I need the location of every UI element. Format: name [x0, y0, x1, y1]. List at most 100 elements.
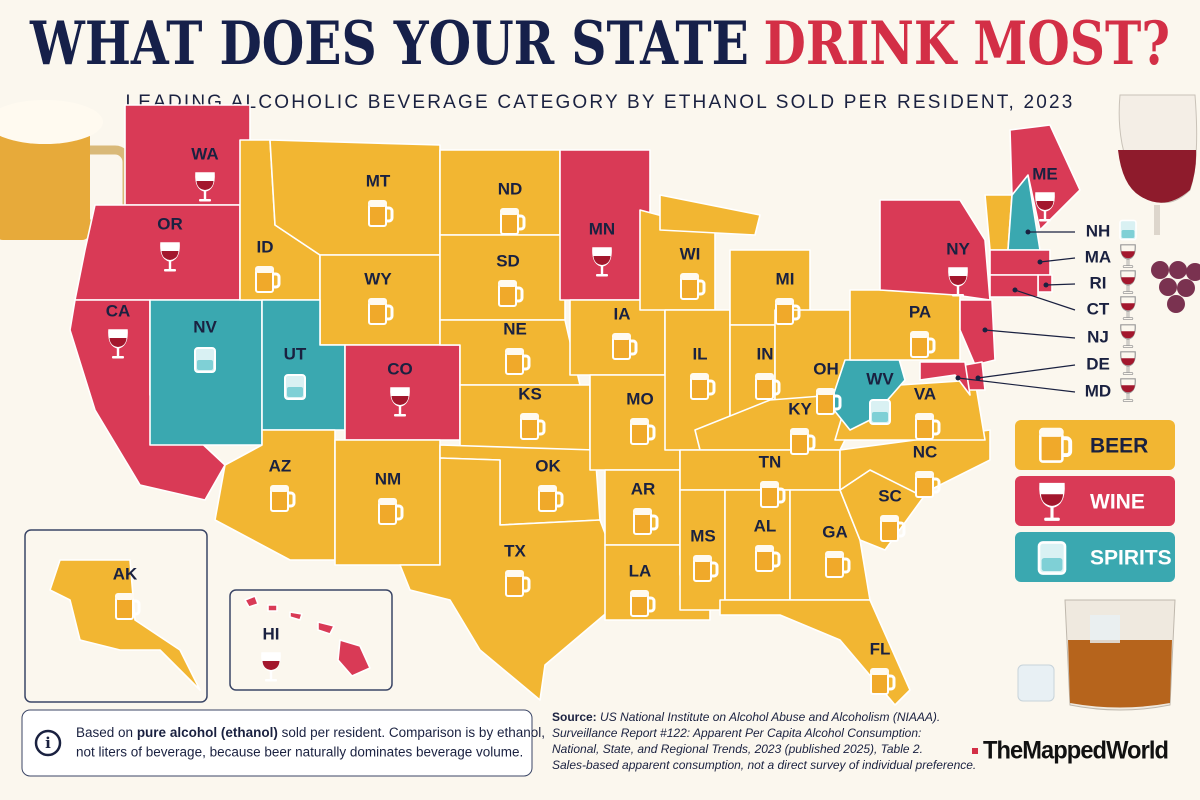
mug-foam — [378, 498, 397, 505]
beer-icon — [378, 498, 404, 525]
mug-foam — [630, 418, 649, 425]
mug-handle — [650, 514, 659, 531]
mug-handle — [537, 419, 546, 436]
source-text: Surveillance Report #122: Apparent Per C… — [552, 726, 921, 740]
state-label: VA — [914, 384, 936, 403]
glass-wine — [1121, 277, 1135, 285]
state-label: CA — [106, 301, 131, 320]
mug-handle — [792, 304, 801, 321]
glass-stem — [956, 286, 960, 295]
state — [789, 489, 871, 601]
beer-icon — [680, 273, 706, 300]
callout-dot — [975, 375, 981, 381]
mug-handle — [897, 521, 906, 538]
legend-label: BEER — [1090, 435, 1148, 458]
callout-line — [957, 377, 1076, 393]
note-bold: pure alcohol (ethanol) — [137, 725, 278, 740]
state-label: ID — [257, 237, 274, 256]
mug-handle — [1061, 436, 1073, 458]
mug-body — [870, 671, 889, 695]
beer-icon — [630, 418, 656, 445]
beer-icon — [520, 413, 546, 440]
wine-icon — [108, 329, 128, 359]
mug-foam — [255, 266, 274, 273]
mug-body — [693, 558, 712, 582]
glass-wine — [1040, 494, 1064, 506]
state-label: AZ — [269, 456, 292, 475]
mug-body — [755, 548, 774, 572]
mug-handle — [132, 599, 141, 616]
state-label: OR — [157, 214, 183, 233]
state-label: OK — [535, 456, 561, 475]
glass-foot — [1122, 291, 1134, 295]
state-label: WA — [191, 144, 218, 163]
mug-handle — [710, 561, 719, 578]
beer-icon — [500, 208, 526, 235]
mug-body — [775, 301, 794, 325]
beer-icon — [255, 266, 281, 293]
beer-icon — [368, 298, 394, 325]
glass-stem — [600, 266, 604, 275]
state-label: MN — [589, 219, 615, 238]
beer-icon — [630, 590, 656, 617]
spirits-icon — [1119, 219, 1137, 241]
glass-stem — [168, 261, 172, 270]
wine-icon — [1120, 351, 1136, 376]
beer-icon — [755, 545, 781, 572]
mug-foam — [505, 348, 524, 355]
mug-body — [633, 511, 652, 535]
state-label: IN — [757, 344, 774, 363]
mug-handle — [707, 379, 716, 396]
state — [919, 361, 971, 396]
callout-label: NJ — [1087, 327, 1109, 346]
state-label: AR — [631, 479, 656, 498]
mug-handle — [522, 576, 531, 593]
tumbler-liquid — [1041, 558, 1063, 571]
beer-icon — [825, 551, 851, 578]
state — [724, 489, 791, 601]
mug-handle — [522, 354, 531, 371]
state-label: CO — [387, 359, 413, 378]
state-label: NV — [193, 317, 217, 336]
glass-foot — [265, 679, 277, 682]
state-label: MT — [366, 171, 391, 190]
mug-body — [816, 391, 835, 415]
glass-wine — [196, 181, 214, 190]
mug-foam — [368, 200, 387, 207]
beer-icon — [755, 373, 781, 400]
mug-body — [630, 593, 649, 617]
mug-handle — [385, 206, 394, 223]
wine-icon — [195, 172, 215, 202]
glass-wine — [949, 276, 967, 285]
note-text: Based on pure alcohol (ethanol) sold per… — [76, 725, 545, 740]
mug-foam — [790, 428, 809, 435]
glass-wine — [262, 661, 280, 670]
callout-line — [1039, 257, 1076, 263]
glass-wine — [1121, 358, 1135, 366]
mug-foam — [760, 481, 779, 488]
mug-body — [270, 488, 289, 512]
wine-icon — [592, 247, 612, 277]
wine-decoration — [1118, 94, 1198, 235]
wine-icon — [948, 267, 968, 297]
glass-stem — [269, 671, 273, 680]
mug-body — [915, 474, 934, 498]
beer-icon — [816, 388, 842, 415]
glass-foot — [1122, 265, 1134, 269]
mug-handle — [515, 286, 524, 303]
map: WA OR CA NV ID MT WY UT CO AZ NM ND SD NE KS OK TX MN IA MO… — [49, 104, 1137, 706]
mug-foam — [538, 485, 557, 492]
wine-icon — [261, 652, 281, 682]
beer-icon — [693, 555, 719, 582]
callout-line — [977, 364, 1076, 379]
mug-foam — [880, 515, 899, 522]
state-label: NC — [913, 442, 938, 461]
mug-foam — [520, 413, 539, 420]
note-text: sold per resident. Comparison is by etha… — [282, 725, 545, 740]
glass-wine — [1121, 331, 1135, 339]
state-label: HI — [263, 624, 280, 643]
wine-icon — [1120, 324, 1136, 349]
mug-foam — [500, 208, 519, 215]
info-icon — [34, 729, 62, 757]
